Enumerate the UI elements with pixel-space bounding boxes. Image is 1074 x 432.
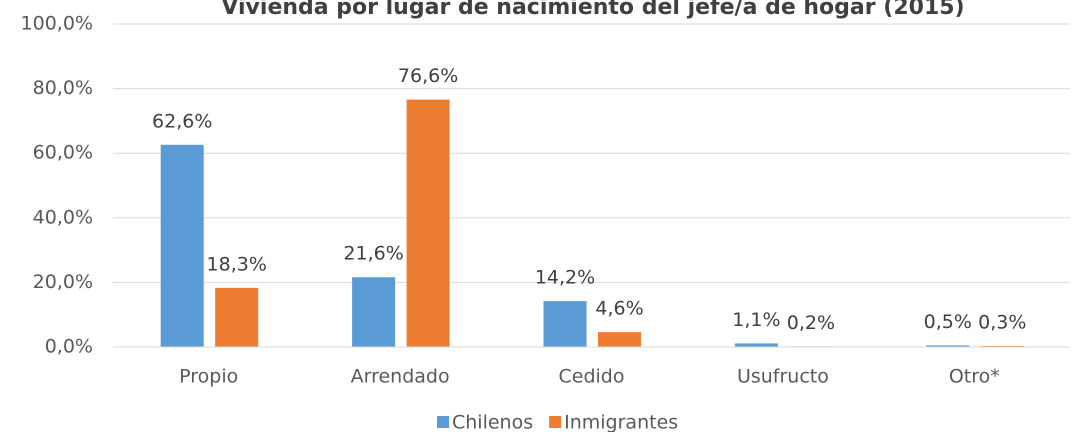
legend-swatch [437,416,449,428]
y-tick-label: 0,0% [45,336,93,358]
value-label: 0,2% [787,312,835,334]
x-tick-label: Arrendado [351,366,450,388]
x-tick-label: Propio [179,366,238,388]
legend-label: Inmigrantes [564,412,678,432]
y-tick-label: 20,0% [33,271,93,293]
value-label: 21,6% [343,243,403,265]
x-tick-label: Otro* [949,366,1000,388]
bar [215,287,259,347]
y-tick-label: 100,0% [21,13,93,35]
x-tick-label: Cedido [559,366,625,388]
legend-label: Chilenos [452,412,533,432]
bar [543,301,587,347]
bar [352,277,396,347]
y-tick-label: 60,0% [33,142,93,164]
value-label: 76,6% [398,65,458,87]
x-tick-label: Usufructo [737,366,829,388]
value-label: 14,2% [535,267,595,289]
value-label: 0,3% [978,312,1026,334]
y-tick-label: 40,0% [33,206,93,228]
bar [734,343,778,347]
bar [598,332,641,347]
y-tick-label: 80,0% [33,77,93,99]
bar [160,144,204,347]
value-label: 62,6% [152,110,212,132]
legend-swatch [549,416,562,428]
bar [926,345,970,347]
chart-title: Vivienda por lugar de nacimiento del jef… [221,0,964,20]
value-label: 1,1% [732,309,780,331]
value-label: 4,6% [595,298,643,320]
value-label: 0,5% [924,311,972,333]
value-label: 18,3% [207,253,267,275]
bar [406,99,450,347]
